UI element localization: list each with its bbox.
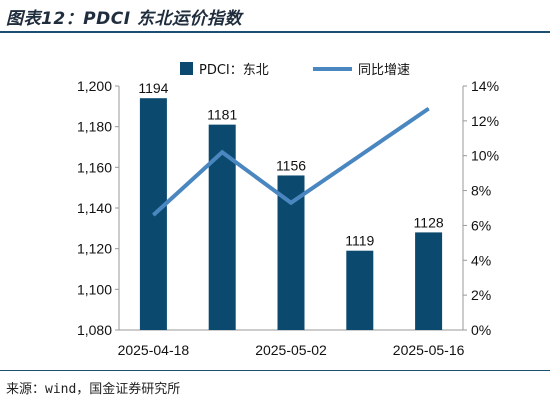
right-tick-label: 6% <box>471 217 491 233</box>
legend-bar-swatch <box>180 62 193 75</box>
left-tick-label: 1,080 <box>77 322 112 338</box>
footer-rule <box>0 370 550 371</box>
right-tick-label: 8% <box>471 183 491 199</box>
bar <box>208 124 236 330</box>
left-tick-label: 1,100 <box>77 281 112 297</box>
left-tick-label: 1,160 <box>77 159 112 175</box>
legend-bar-label: PDCI：东北 <box>199 63 269 78</box>
bar-data-label: 1194 <box>138 80 168 96</box>
line-point <box>359 155 361 157</box>
x-tick-label: 2025-05-16 <box>393 342 465 358</box>
line-point <box>221 151 223 153</box>
right-tick-label: 0% <box>471 322 491 338</box>
left-tick-label: 1,120 <box>77 241 112 257</box>
bar <box>346 250 374 330</box>
bar-data-label: 1128 <box>414 214 444 230</box>
line-point <box>152 214 154 216</box>
bar-data-label: 1156 <box>276 157 306 173</box>
x-tick-label: 2025-05-02 <box>255 342 327 358</box>
right-tick-label: 2% <box>471 287 491 303</box>
left-tick-label: 1,180 <box>77 119 112 135</box>
right-tick-label: 12% <box>471 113 499 129</box>
line-point <box>428 108 430 110</box>
left-tick-label: 1,140 <box>77 200 112 216</box>
title-rule <box>0 31 550 33</box>
bar <box>415 232 443 330</box>
x-tick-label: 2025-04-18 <box>118 342 190 358</box>
right-tick-label: 4% <box>471 252 491 268</box>
legend-line-label: 同比增速 <box>358 63 410 78</box>
left-tick-label: 1,200 <box>77 78 112 94</box>
right-tick-label: 14% <box>471 78 499 94</box>
bar-data-label: 1181 <box>207 107 237 123</box>
right-tick-label: 10% <box>471 148 499 164</box>
line-point <box>290 202 292 204</box>
bar-data-label: 1119 <box>345 233 374 249</box>
source-note: 来源：wind，国金证券研究所 <box>6 382 181 397</box>
chart: 1,080 1,100 1,120 1,140 1,160 1,180 1,200 0% 2% 4… <box>77 62 499 358</box>
chart-title: 图表12：PDCI 东北运价指数 <box>6 9 242 29</box>
